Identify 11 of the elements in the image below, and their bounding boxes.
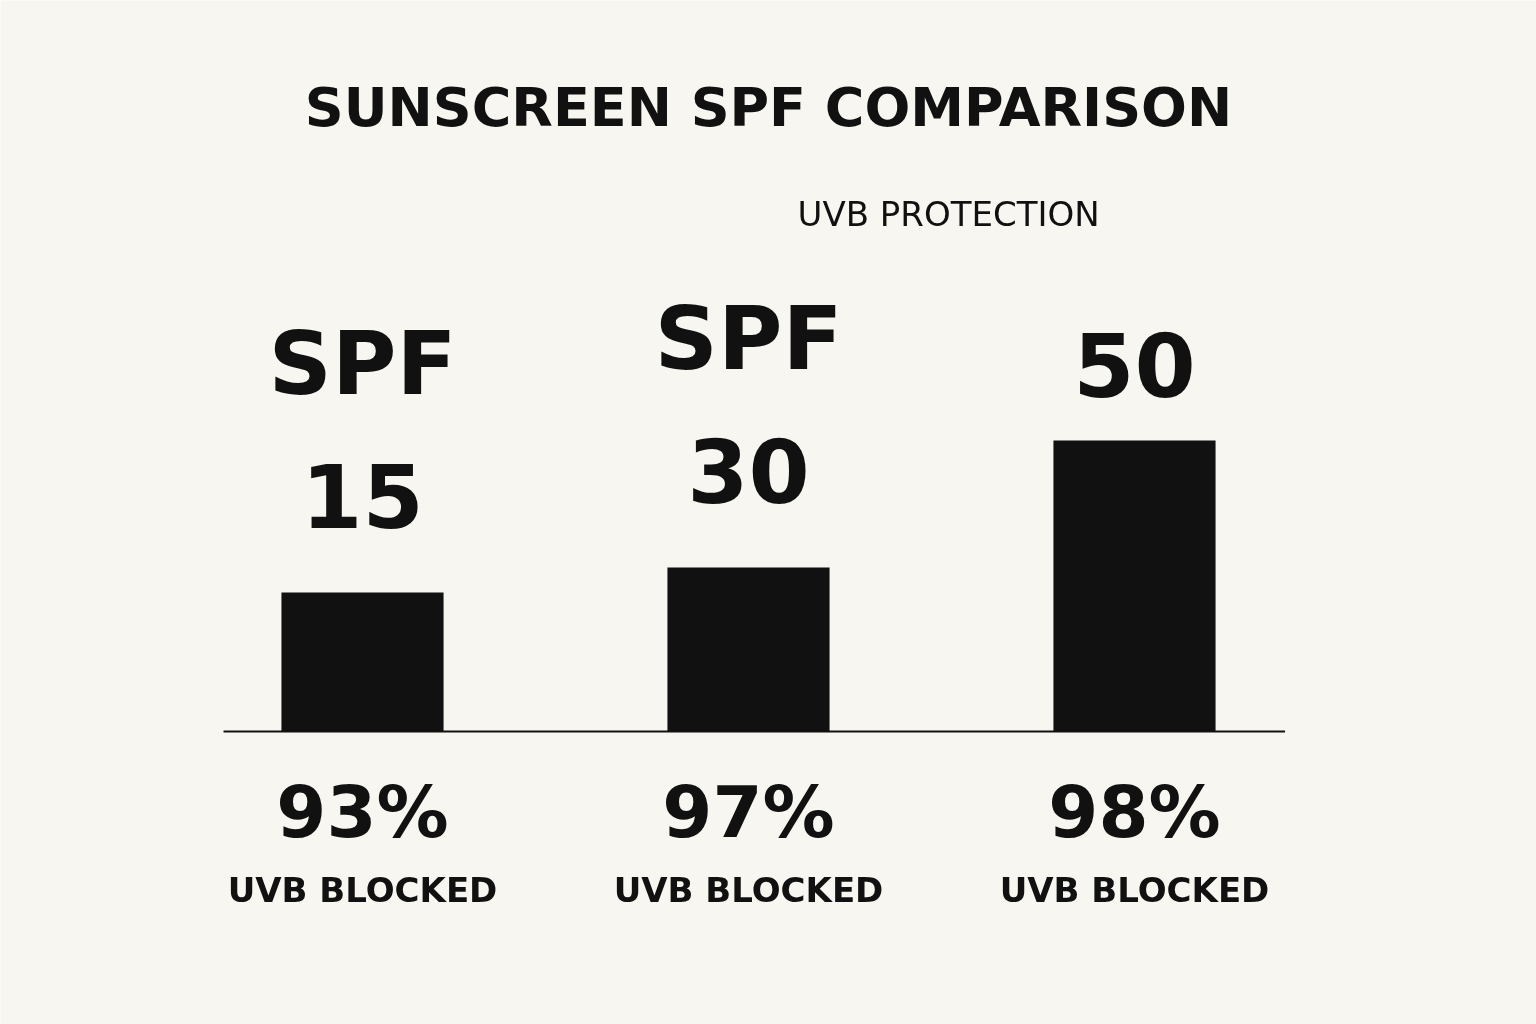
- text: 93%: [276, 770, 449, 855]
- text: UVB BLOCKED: [613, 870, 884, 911]
- text: 97%: [662, 770, 835, 855]
- text: 98%: [1048, 770, 1221, 855]
- text: UVB BLOCKED: [227, 870, 498, 911]
- chart-title: SUNSCREEN SPF COMPARISON: [304, 76, 1233, 139]
- text: UVB BLOCKED: [999, 870, 1270, 911]
- x-tick-label: 50: [1073, 314, 1196, 418]
- x-tick-label: SPF 30: [654, 286, 843, 524]
- x-tick-label: SPF 15: [268, 311, 457, 549]
- text: UVB PROTECTION: [797, 193, 1100, 234]
